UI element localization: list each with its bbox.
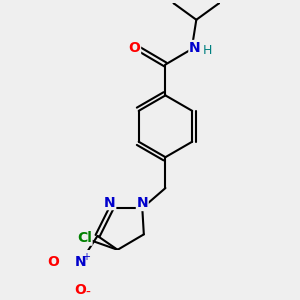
Text: H: H (203, 44, 212, 57)
Text: -: - (85, 286, 90, 300)
Text: N: N (104, 196, 116, 210)
Text: N: N (136, 196, 148, 211)
Text: Cl: Cl (77, 231, 92, 245)
Text: O: O (129, 40, 140, 55)
Text: N: N (189, 40, 201, 55)
Text: O: O (75, 283, 86, 297)
Text: O: O (47, 255, 59, 269)
Text: +: + (82, 252, 90, 262)
Text: N: N (75, 255, 86, 269)
